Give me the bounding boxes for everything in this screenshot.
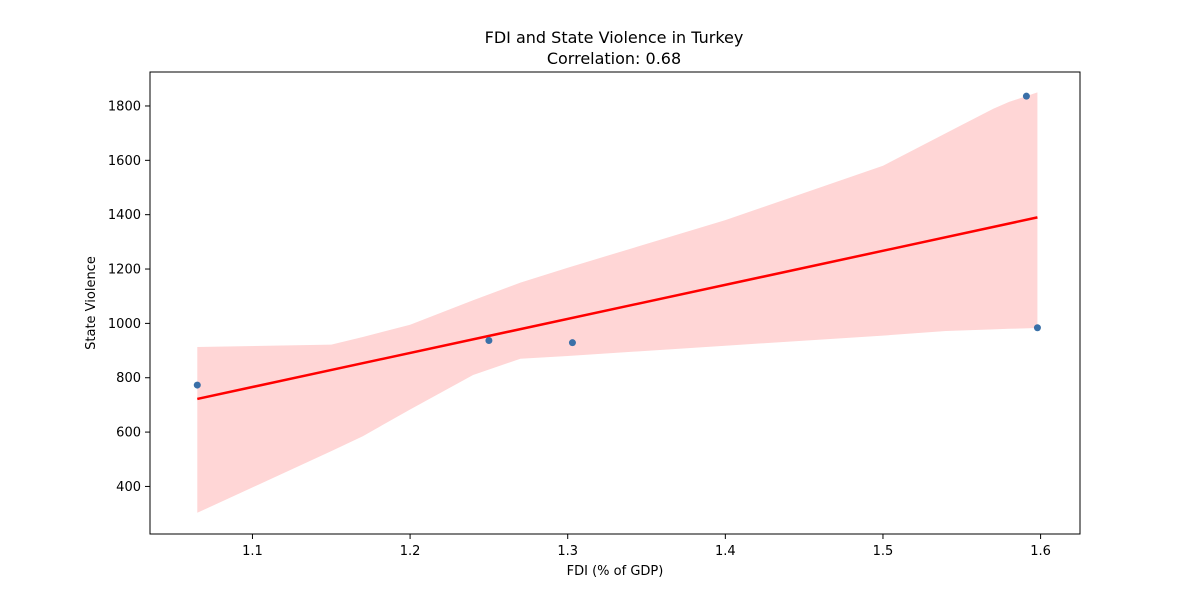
y-axis-label: State Violence xyxy=(84,256,99,350)
x-tick-label: 1.2 xyxy=(400,544,421,559)
chart-subtitle: Correlation: 0.68 xyxy=(547,49,681,68)
y-tick-label: 1200 xyxy=(108,263,141,278)
x-tick-label: 1.6 xyxy=(1030,544,1051,559)
scatter-points-layer xyxy=(193,92,1041,389)
regression-line xyxy=(197,216,1038,401)
x-tick-label: 1.3 xyxy=(557,544,578,559)
y-tick-label: 800 xyxy=(116,371,141,386)
data-point-4 xyxy=(1022,92,1030,100)
data-point-2 xyxy=(485,337,493,345)
x-tick-label: 1.1 xyxy=(242,544,263,559)
confidence-band xyxy=(197,92,1038,513)
confidence-band-layer xyxy=(197,92,1038,513)
y-tick-label: 400 xyxy=(116,480,141,495)
plot-frame xyxy=(149,71,1081,535)
data-point-1 xyxy=(193,381,201,389)
x-axis-label: FDI (% of GDP) xyxy=(567,564,664,579)
y-tick-label: 1000 xyxy=(108,317,141,332)
x-axis-ticks: 1.1 1.2 1.3 1.4 1.5 1.6 xyxy=(242,534,1051,559)
chart-title: FDI and State Violence in Turkey xyxy=(485,28,744,47)
x-tick-label: 1.4 xyxy=(715,544,736,559)
regression-line-layer xyxy=(197,216,1038,401)
data-point-3 xyxy=(568,339,576,347)
y-tick-label: 1800 xyxy=(108,99,141,114)
y-tick-label: 1400 xyxy=(108,208,141,223)
y-axis-ticks: 400 600 800 1000 1200 1400 1600 1800 xyxy=(108,99,150,495)
y-tick-label: 1600 xyxy=(108,154,141,169)
y-tick-label: 600 xyxy=(116,426,141,441)
x-tick-label: 1.5 xyxy=(873,544,894,559)
data-point-5 xyxy=(1033,324,1041,332)
